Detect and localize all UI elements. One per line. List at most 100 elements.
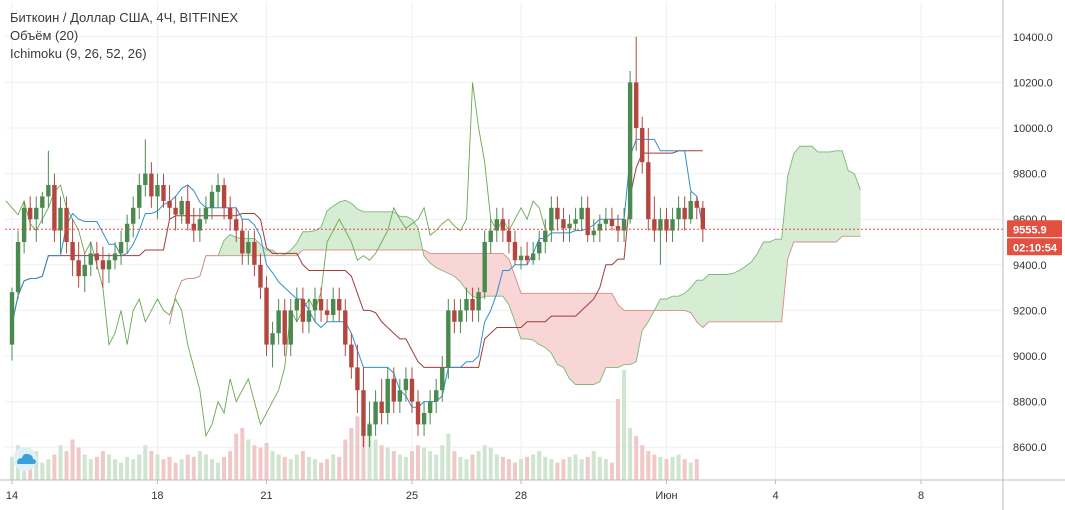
candle-body [652,219,657,231]
time-tick-label: 28 [515,490,527,502]
volume-bar [349,427,354,480]
kumo-segment [696,279,704,329]
volume-bar [179,459,184,480]
candle-body [506,230,512,242]
candle-body [355,367,360,391]
candle-body [264,287,269,345]
volume-bar [494,454,499,480]
kumo-segment [775,238,782,323]
kumo-segment [623,310,631,365]
ichimoku-indicator-label[interactable]: Ichimoku (9, 26, 52, 26) [10,46,147,61]
candle-body [409,378,415,402]
candle-body [615,226,621,231]
symbol-title[interactable]: Биткоин / Доллар США, 4Ч, BITFINEX [10,10,239,25]
volume-bar [434,454,439,480]
volume-indicator-label[interactable]: Объём (20) [10,28,79,43]
time-tick-label: 4 [772,490,778,502]
volume-bar [416,445,421,480]
kumo-segment [229,234,237,256]
kumo-segment [381,211,388,251]
candle-body [415,401,421,425]
kumo-segment [460,253,467,292]
candle-body [627,82,633,220]
kumo-segment [799,145,807,243]
volume-bar [385,447,390,480]
volume-bar [512,462,517,480]
candles [9,36,706,448]
candle-body [270,333,275,345]
countdown-label: 02:10:54 [1013,242,1058,254]
volume-bar [119,462,124,480]
kumo-segment [308,230,316,251]
candle-body [367,424,372,436]
volume-bar [191,456,196,480]
candle-body [591,230,596,236]
candle-body [603,219,609,224]
candle-body [470,299,475,311]
last-price-label: 9555.9 [1013,224,1047,236]
volume-bar [597,456,602,480]
volume-bar [258,447,263,480]
price-tick-label: 10200.0 [1013,77,1053,89]
volume-bar [46,459,51,480]
candle-body [579,207,584,220]
volume-bar [100,451,105,480]
kumo-segment [811,145,819,243]
volume-bar [64,451,69,480]
kumo-segment [738,266,746,323]
volume-bar [682,459,687,480]
volume-bar [446,433,451,480]
kumo-segment [351,202,358,251]
volume-bar [76,447,81,480]
candle-body [694,200,699,208]
volume-bar [270,451,275,480]
volume-bar [379,445,384,480]
price-tick-label: 9800.0 [1013,169,1047,181]
volume-bar [482,445,487,480]
volume-bar [403,456,408,480]
candle-body [246,242,251,254]
kumo-segment [726,273,734,323]
volume-bar [440,445,445,480]
volume-bar [506,459,511,480]
candle-body [337,299,342,311]
volume-bar [397,454,402,480]
candle-body [609,219,615,227]
volume-bar [240,427,245,480]
volume-bar [409,451,414,480]
countdown-bg [1007,238,1062,256]
volume-bar [628,427,633,480]
candle-body [434,390,439,402]
volume-bar [313,459,317,480]
volume-bar [664,459,669,480]
candle-body [300,299,306,322]
time-tick-label: 8 [918,490,924,502]
candle-body [27,207,33,220]
candle-body [518,255,524,261]
price-tick-label: 9400.0 [1013,260,1047,272]
volume-bar [694,459,699,480]
candle-body [288,310,293,345]
kumo-segment [532,293,540,346]
price-tick-label: 9000.0 [1013,351,1047,363]
candle-body [700,207,706,230]
candle-body [597,223,603,231]
kumo-segment [745,261,752,323]
volume-bar [488,447,493,480]
time-axis: 14 18 21 25 28 Июн 4 8 [6,480,924,502]
kumo-segment [363,211,370,251]
volume-bar [634,436,639,480]
candle-body [58,207,63,231]
grid [5,2,1003,480]
volume-bar [252,445,257,480]
kumo-segment [720,274,728,323]
time-tick-label: 14 [6,490,18,502]
candle-body [452,310,457,322]
volume-bar [276,454,281,480]
candle-body [312,299,318,311]
volume-bar [470,454,475,480]
candle-body [585,207,590,236]
candle-body [555,207,560,220]
